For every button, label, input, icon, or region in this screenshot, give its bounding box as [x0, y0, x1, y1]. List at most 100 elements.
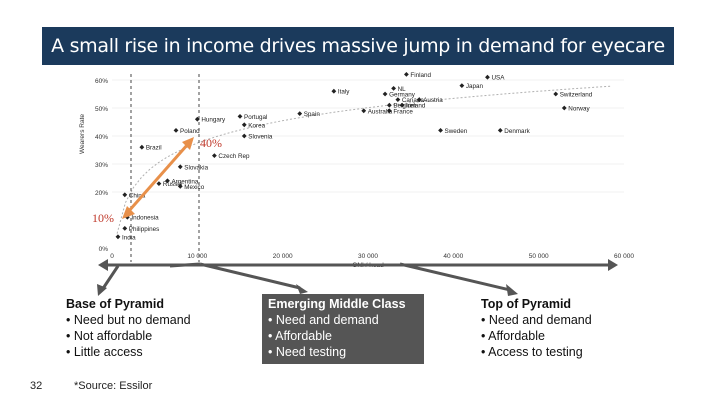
data-point	[211, 153, 217, 159]
data-point-label: China	[129, 192, 146, 199]
data-point	[497, 127, 503, 133]
column-item: Access to testing	[481, 344, 592, 360]
data-point	[386, 102, 392, 108]
data-point-label: USA	[491, 75, 505, 82]
connector-left-head	[97, 284, 107, 296]
connector-right-head	[506, 284, 518, 296]
segment-arrow-left-head	[98, 259, 108, 271]
column-item: Need but no demand	[66, 312, 191, 328]
data-point	[485, 74, 490, 80]
data-point	[416, 97, 422, 103]
data-point-label: NL	[398, 86, 407, 93]
y-tick-label: 60%	[95, 78, 108, 85]
x-tick-label: 30 000	[358, 253, 378, 260]
x-tick-label: 10 000	[187, 253, 207, 260]
x-tick-label: 40 000	[443, 253, 463, 260]
data-point	[382, 91, 388, 97]
data-point-label: Brazil	[146, 145, 162, 152]
column-title: Top of Pyramid	[481, 297, 572, 311]
data-point-label: Slovenia	[248, 134, 273, 141]
column-item: Not affordable	[66, 328, 191, 344]
data-point	[115, 234, 121, 240]
data-point-label: Mexico	[184, 184, 204, 191]
x-tick-label: 0	[110, 253, 114, 260]
x-tick-label: 20 000	[273, 253, 293, 260]
data-point	[241, 133, 247, 139]
data-point	[403, 71, 409, 77]
data-point	[561, 105, 567, 111]
arrow-tail	[122, 206, 135, 219]
column-item: Need and demand	[481, 312, 592, 328]
data-point-label: Norway	[568, 106, 590, 113]
annotation-10-percent: 10%	[92, 211, 114, 225]
column-item: Affordable	[268, 328, 424, 344]
data-point-label: Spain	[304, 111, 321, 118]
data-point	[391, 85, 397, 91]
data-point-label: Portugal	[244, 114, 267, 121]
base-of-pyramid-column: Base of Pyramid Need but no demand Not a…	[66, 296, 191, 360]
data-point-label: Czech Rep	[218, 153, 250, 160]
column-item: Need testing	[268, 344, 424, 360]
data-point	[399, 102, 405, 108]
data-point	[361, 108, 367, 114]
data-point-label: Ireland	[406, 103, 426, 110]
data-point-label: Denmark	[504, 128, 530, 135]
connector-left	[100, 265, 120, 291]
annotation-40-percent: 40%	[200, 136, 222, 150]
emerging-middle-class-column: Emerging Middle Class Need and demand Af…	[262, 294, 424, 364]
data-point-label: India	[122, 234, 136, 241]
data-point	[241, 122, 247, 128]
data-point	[156, 181, 162, 187]
y-tick-label: 20%	[95, 190, 108, 197]
data-point-label: Indonesia	[131, 215, 159, 222]
data-point-label: Korea	[248, 122, 265, 129]
y-tick-label: 30%	[95, 162, 108, 169]
trend-curve	[116, 85, 613, 234]
column-item: Need and demand	[268, 312, 424, 328]
data-point-label: Austria	[423, 97, 443, 104]
data-point-label: Russia	[163, 181, 183, 188]
data-point	[122, 192, 128, 198]
data-point-label: France	[393, 108, 413, 115]
data-point	[553, 91, 559, 97]
x-tick-label: 50 000	[529, 253, 549, 260]
data-point-label: Finland	[410, 72, 431, 79]
data-point	[122, 225, 128, 231]
data-point-label: Switzerland	[560, 92, 593, 99]
data-point	[177, 164, 183, 170]
column-title: Emerging Middle Class	[268, 297, 406, 311]
y-tick-label: 0%	[99, 246, 109, 253]
data-point-label: Italy	[338, 89, 350, 96]
connector-mid-left	[169, 262, 201, 268]
column-item: Little access	[66, 344, 191, 360]
data-point-label: Belgium	[393, 103, 416, 110]
data-point-label: Hungary	[201, 117, 226, 124]
y-axis-label: Wearers Rate	[79, 114, 86, 154]
column-title: Base of Pyramid	[66, 297, 164, 311]
data-point-label: Argentina	[171, 178, 198, 185]
y-tick-label: 50%	[95, 106, 108, 113]
data-point	[331, 88, 337, 94]
connector-right	[399, 262, 511, 292]
x-tick-label: 60 000	[614, 253, 634, 260]
data-point-label: Japan	[466, 83, 484, 90]
data-point-label: Germany	[389, 92, 416, 99]
column-item: Affordable	[481, 328, 592, 344]
connector-mid-right	[199, 262, 301, 290]
segment-arrow-right-head	[608, 259, 618, 271]
data-point-label: Philippines	[129, 226, 159, 233]
data-point	[173, 127, 179, 133]
data-point	[139, 144, 145, 150]
data-point-label: Canada	[402, 97, 425, 104]
data-point-label: Slovakia	[184, 164, 208, 171]
y-tick-label: 40%	[95, 134, 108, 141]
arrow-head	[182, 137, 194, 150]
data-point	[237, 113, 243, 119]
slide-title: A small rise in income drives massive ju…	[42, 27, 674, 65]
data-point-label: Poland	[180, 128, 200, 135]
slide-number: 32	[30, 380, 43, 392]
growth-arrow	[126, 143, 190, 213]
data-point	[438, 127, 443, 133]
data-point	[297, 111, 303, 117]
